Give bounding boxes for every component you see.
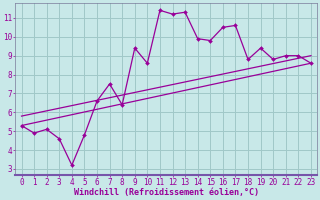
X-axis label: Windchill (Refroidissement éolien,°C): Windchill (Refroidissement éolien,°C) xyxy=(74,188,259,197)
